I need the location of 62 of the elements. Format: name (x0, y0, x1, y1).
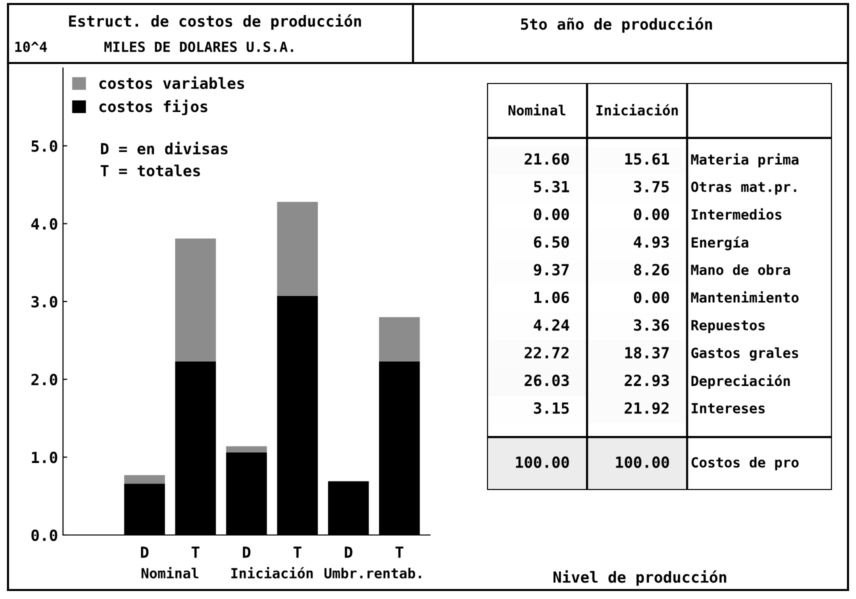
x-tick-label: D (242, 546, 250, 558)
y-tick-label: 5.0 (32, 140, 58, 152)
data-label: 100.00 (616, 456, 669, 468)
y-axis-title: 10^4 (15, 42, 47, 52)
data-label: 8.26 (634, 264, 670, 276)
y-tick-label: Depreciación (691, 374, 790, 389)
bar (277, 202, 318, 296)
y-tick-label: 2.0 (31, 374, 58, 386)
data-label: 3.15 (534, 402, 569, 414)
bar (124, 475, 165, 484)
data-label: 0.00 (534, 208, 569, 220)
x-tick-label: T (294, 546, 302, 558)
y-tick-label: 3.0 (31, 296, 58, 308)
data-label: 0.00 (634, 292, 669, 304)
data-label: 22.93 (624, 374, 669, 386)
data-label: 6.50 (534, 236, 569, 248)
data-label: 21.60 (524, 153, 569, 165)
y-tick-label: 1.0 (32, 452, 58, 464)
data-label: 3.75 (634, 180, 669, 192)
y-tick-label: Intermedios (692, 208, 782, 220)
y-tick-label: Repuestos (691, 320, 765, 334)
y-tick-label: 4.0 (31, 218, 58, 230)
bar (226, 446, 267, 452)
y-tick-label: 0.0 (31, 529, 58, 542)
text: Umbr.rentab. (324, 568, 422, 578)
x-axis-title: Nivel de producción (554, 570, 726, 586)
annotation: D = en divisas (101, 142, 228, 154)
data-label: 100.00 (516, 456, 569, 468)
y-tick-label: Gastos grales (691, 347, 798, 361)
y-tick-label: Costos de pro (692, 456, 799, 470)
x-tick-label: T (395, 546, 404, 558)
legend-label: costos fijos (99, 100, 208, 116)
data-label: 21.92 (624, 402, 669, 414)
x-tick-label: D (140, 546, 148, 558)
data-label: 5.31 (534, 180, 570, 192)
text: Iniciación (231, 566, 313, 578)
chart-subtitle: MILES DE DOLARES U.S.A. (104, 42, 294, 52)
x-tick-label: T (192, 546, 200, 558)
data-label: 1.06 (534, 292, 569, 304)
y-tick-label: Energía (692, 236, 748, 250)
y-tick-label: Mano de obra (691, 264, 790, 276)
data-label: 26.03 (524, 374, 569, 386)
bar (379, 317, 420, 362)
legend-label: costos variables (99, 76, 244, 89)
data-label: 4.93 (634, 236, 669, 248)
data-label: 3.36 (634, 319, 670, 331)
y-tick-label: Mantenimiento (691, 291, 799, 303)
data-label: 0.00 (634, 208, 669, 220)
chart-title: Estruct. de costos de producción (69, 14, 361, 30)
data-label: 22.72 (524, 346, 569, 358)
bar (175, 238, 216, 362)
y-tick-label: Otras mat.pr. (691, 182, 796, 195)
data-label: 4.24 (534, 319, 570, 331)
data-label: 18.37 (625, 346, 669, 358)
data-label: 15.61 (625, 153, 670, 165)
annotation: T = totales (100, 164, 200, 176)
y-tick-label: Intereses (692, 403, 765, 414)
y-tick-label: Materia prima (691, 153, 798, 168)
data-label: 9.37 (534, 264, 569, 276)
chart-title: 5to año de producción (521, 17, 712, 33)
text: Nominal (142, 566, 198, 578)
x-tick-label: D (344, 546, 352, 558)
